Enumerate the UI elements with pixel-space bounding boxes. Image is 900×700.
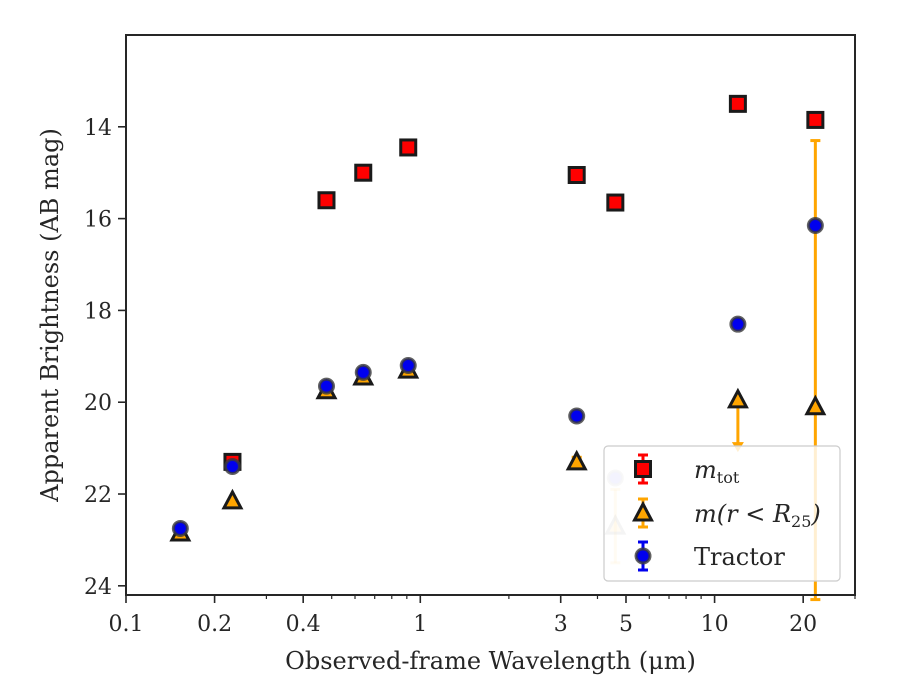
data-point-circle bbox=[399, 356, 417, 374]
data-point-square bbox=[354, 163, 373, 182]
data-point-circle bbox=[354, 363, 372, 381]
data-point-triangle bbox=[726, 387, 749, 409]
data-layer bbox=[169, 94, 827, 602]
y-tick-label: 24 bbox=[84, 575, 112, 600]
y-tick-label: 14 bbox=[84, 116, 112, 141]
data-point-square bbox=[567, 166, 586, 184]
y-tick-label: 20 bbox=[84, 391, 112, 416]
data-point-circle bbox=[568, 407, 586, 425]
legend-marker-triangle bbox=[632, 500, 654, 522]
data-point-square bbox=[728, 94, 747, 113]
x-axis: 0.1 0.2 0.4 1 3 5 10 20 bbox=[109, 595, 856, 637]
data-point-square bbox=[806, 110, 825, 129]
x-axis-label: Observed-frame Wavelength (μm) bbox=[285, 647, 696, 675]
data-point-triangle bbox=[565, 449, 588, 471]
data-point-triangle bbox=[221, 488, 244, 510]
legend-label: Tractor bbox=[694, 543, 785, 571]
x-tick-label: 0.1 bbox=[109, 612, 144, 637]
data-point-square bbox=[606, 193, 625, 212]
legend-label: m(r < R25) bbox=[694, 500, 821, 531]
data-point-circle bbox=[806, 216, 824, 234]
y-axis-label: Apparent Brightness (AB mag) bbox=[36, 128, 64, 503]
x-tick-label: 10 bbox=[701, 612, 729, 637]
x-tick-label: 0.2 bbox=[197, 612, 232, 637]
series-square bbox=[223, 94, 825, 471]
data-point-triangle bbox=[804, 394, 827, 416]
data-point-circle bbox=[223, 457, 241, 475]
x-tick-label: 20 bbox=[789, 612, 817, 637]
legend-marker-circle bbox=[634, 547, 652, 565]
data-point-circle bbox=[317, 377, 335, 395]
legend-marker-square bbox=[634, 460, 652, 478]
legend-label: mtot bbox=[694, 456, 740, 487]
x-tick-label: 0.4 bbox=[286, 612, 321, 637]
data-point-square bbox=[317, 191, 336, 210]
plot-frame bbox=[125, 34, 856, 596]
data-point-circle bbox=[729, 315, 747, 333]
y-tick-label: 18 bbox=[84, 299, 112, 324]
x-tick-label: 5 bbox=[619, 612, 633, 637]
data-point-circle bbox=[171, 519, 189, 537]
legend-entry: mtot bbox=[634, 453, 740, 487]
legend: mtot m(r < R25) Tractor bbox=[603, 445, 841, 582]
legend-entry: Tractor bbox=[634, 540, 785, 572]
data-point-square bbox=[399, 138, 418, 157]
y-axis: 14 16 18 20 22 24 bbox=[84, 116, 126, 600]
legend-entry: m(r < R25) bbox=[632, 497, 821, 531]
x-tick-label: 3 bbox=[554, 612, 568, 637]
y-tick-label: 22 bbox=[84, 483, 112, 508]
legend-box bbox=[603, 445, 841, 582]
y-tick-label: 16 bbox=[84, 208, 112, 233]
x-tick-label: 1 bbox=[413, 612, 427, 637]
